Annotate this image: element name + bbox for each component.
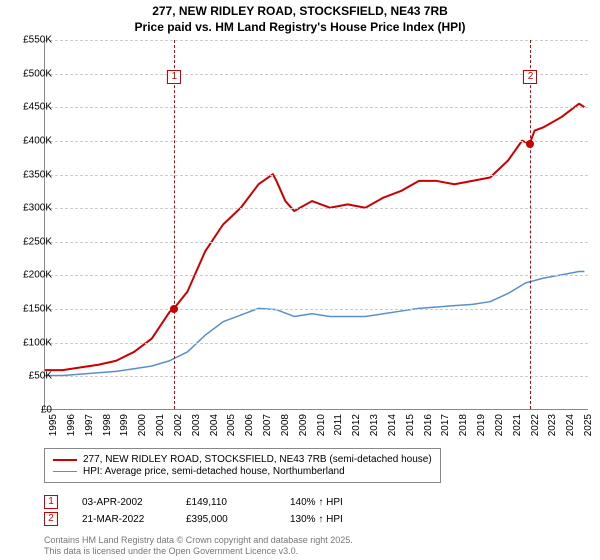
x-axis-label: 2018 <box>458 414 469 436</box>
series-line-hpi <box>45 271 584 375</box>
y-axis-label: £550K <box>10 35 52 46</box>
event-marker-2: 2 <box>44 512 58 526</box>
x-axis-label: 2006 <box>244 414 255 436</box>
event-date-1: 03-APR-2002 <box>82 497 162 508</box>
footer-line-1: Contains HM Land Registry data © Crown c… <box>44 535 353 546</box>
grid-line-h <box>45 275 588 276</box>
title-block: 277, NEW RIDLEY ROAD, STOCKSFIELD, NE43 … <box>0 0 600 37</box>
x-axis-label: 2019 <box>476 414 487 436</box>
grid-line-h <box>45 40 588 41</box>
x-axis-label: 1999 <box>119 414 130 436</box>
series-line-property <box>45 104 584 370</box>
grid-line-h <box>45 107 588 108</box>
event-marker-box: 2 <box>523 70 537 84</box>
legend-label-hpi: HPI: Average price, semi-detached house,… <box>83 466 345 477</box>
chart-plot-area: 12 <box>44 40 588 410</box>
y-axis-label: £350K <box>10 169 52 180</box>
grid-line-h <box>45 175 588 176</box>
x-axis-label: 2009 <box>298 414 309 436</box>
grid-line-h <box>45 141 588 142</box>
x-axis-label: 2012 <box>351 414 362 436</box>
x-axis-label: 1996 <box>66 414 77 436</box>
grid-line-h <box>45 208 588 209</box>
sale-point <box>526 140 534 148</box>
event-price-2: £395,000 <box>186 514 266 525</box>
grid-line-h <box>45 242 588 243</box>
event-marker-box: 1 <box>167 70 181 84</box>
footer-line-2: This data is licensed under the Open Gov… <box>44 546 353 557</box>
x-axis-label: 2001 <box>155 414 166 436</box>
x-axis-label: 2005 <box>226 414 237 436</box>
x-axis-label: 2022 <box>530 414 541 436</box>
event-date-2: 21-MAR-2022 <box>82 514 162 525</box>
x-axis-label: 2020 <box>494 414 505 436</box>
chart-container: 277, NEW RIDLEY ROAD, STOCKSFIELD, NE43 … <box>0 0 600 560</box>
x-axis-label: 2002 <box>173 414 184 436</box>
x-axis-label: 2007 <box>262 414 273 436</box>
x-axis-label: 2024 <box>565 414 576 436</box>
x-axis-label: 1997 <box>84 414 95 436</box>
grid-line-h <box>45 74 588 75</box>
x-axis-label: 2004 <box>209 414 220 436</box>
x-axis-label: 2013 <box>369 414 380 436</box>
legend-row-property: 277, NEW RIDLEY ROAD, STOCKSFIELD, NE43 … <box>53 454 432 465</box>
y-axis-label: £450K <box>10 102 52 113</box>
event-price-1: £149,110 <box>186 497 266 508</box>
y-axis-label: £150K <box>10 304 52 315</box>
x-axis-label: 2017 <box>440 414 451 436</box>
y-axis-label: £400K <box>10 135 52 146</box>
x-axis-label: 2015 <box>405 414 416 436</box>
event-hpi-2: 130% ↑ HPI <box>290 514 370 525</box>
chart-svg <box>45 40 588 409</box>
x-axis-label: 2025 <box>583 414 594 436</box>
footer-attribution: Contains HM Land Registry data © Crown c… <box>44 535 353 557</box>
title-line-1: 277, NEW RIDLEY ROAD, STOCKSFIELD, NE43 … <box>0 4 600 20</box>
legend-swatch-hpi <box>53 471 77 472</box>
sale-point <box>170 305 178 313</box>
grid-line-h <box>45 309 588 310</box>
x-axis-label: 2011 <box>333 414 344 436</box>
x-axis-label: 1995 <box>48 414 59 436</box>
y-axis-label: £250K <box>10 236 52 247</box>
x-axis-label: 2023 <box>547 414 558 436</box>
legend-swatch-property <box>53 459 77 461</box>
event-vline <box>174 40 175 409</box>
event-vline <box>530 40 531 409</box>
grid-line-h <box>45 343 588 344</box>
legend-row-hpi: HPI: Average price, semi-detached house,… <box>53 466 432 477</box>
y-axis-label: £500K <box>10 68 52 79</box>
x-axis-label: 2014 <box>387 414 398 436</box>
event-row-1: 1 03-APR-2002 £149,110 140% ↑ HPI <box>44 495 370 509</box>
event-marker-1: 1 <box>44 495 58 509</box>
x-axis-label: 2021 <box>512 414 523 436</box>
title-line-2: Price paid vs. HM Land Registry's House … <box>0 20 600 36</box>
x-axis-label: 2010 <box>316 414 327 436</box>
grid-line-h <box>45 376 588 377</box>
events-table: 1 03-APR-2002 £149,110 140% ↑ HPI 2 21-M… <box>44 492 370 529</box>
x-axis-label: 1998 <box>102 414 113 436</box>
y-axis-label: £200K <box>10 270 52 281</box>
legend-box: 277, NEW RIDLEY ROAD, STOCKSFIELD, NE43 … <box>44 448 441 483</box>
x-axis-label: 2008 <box>280 414 291 436</box>
x-axis-label: 2016 <box>423 414 434 436</box>
x-axis-label: 2000 <box>137 414 148 436</box>
legend-label-property: 277, NEW RIDLEY ROAD, STOCKSFIELD, NE43 … <box>83 454 432 465</box>
event-row-2: 2 21-MAR-2022 £395,000 130% ↑ HPI <box>44 512 370 526</box>
x-axis-label: 2003 <box>191 414 202 436</box>
y-axis-label: £0 <box>10 405 52 416</box>
y-axis-label: £300K <box>10 203 52 214</box>
event-hpi-1: 140% ↑ HPI <box>290 497 370 508</box>
y-axis-label: £100K <box>10 337 52 348</box>
y-axis-label: £50K <box>10 371 52 382</box>
